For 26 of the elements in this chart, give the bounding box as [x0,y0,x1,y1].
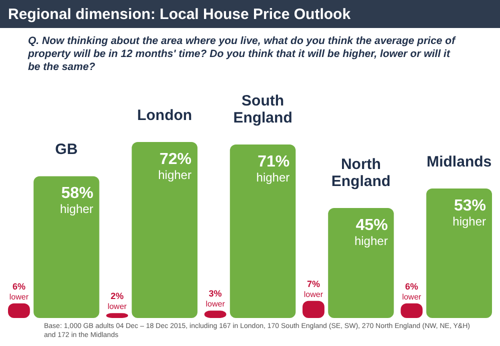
data-label: 53% higher [452,197,486,228]
data-label: 6% lower [9,281,29,302]
data-label: 58% higher [60,185,94,216]
chart-subtitle: Q. Now thinking about the area where you live, what do you think the average price of property will be in 12 months' time? Do you think that it will be higher, lower or will it be the same? [27,35,457,73]
bar [132,142,198,318]
x-tick-label: GB [55,141,78,158]
bar [328,208,394,318]
data-label: 7% lower [304,278,324,299]
data-label: 71% higher [256,153,290,184]
bar [230,144,296,318]
data-label: 45% higher [354,217,388,248]
bar [8,303,30,318]
bar [34,176,100,318]
bar [400,303,423,318]
bar [106,313,128,318]
bar [302,300,324,318]
data-label: 3% lower [206,288,226,309]
x-tick-label: Midlands [426,153,492,170]
bar [426,188,492,318]
x-tick-label: London [137,107,192,124]
chart-title: Regional dimension: Local House Price Outlook [8,6,352,23]
x-tick-label: North England [331,156,391,190]
data-label: 2% lower [108,291,128,312]
x-tick-label: South England [233,92,292,126]
data-label: 72% higher [158,151,192,182]
data-label: 6% lower [402,281,422,302]
